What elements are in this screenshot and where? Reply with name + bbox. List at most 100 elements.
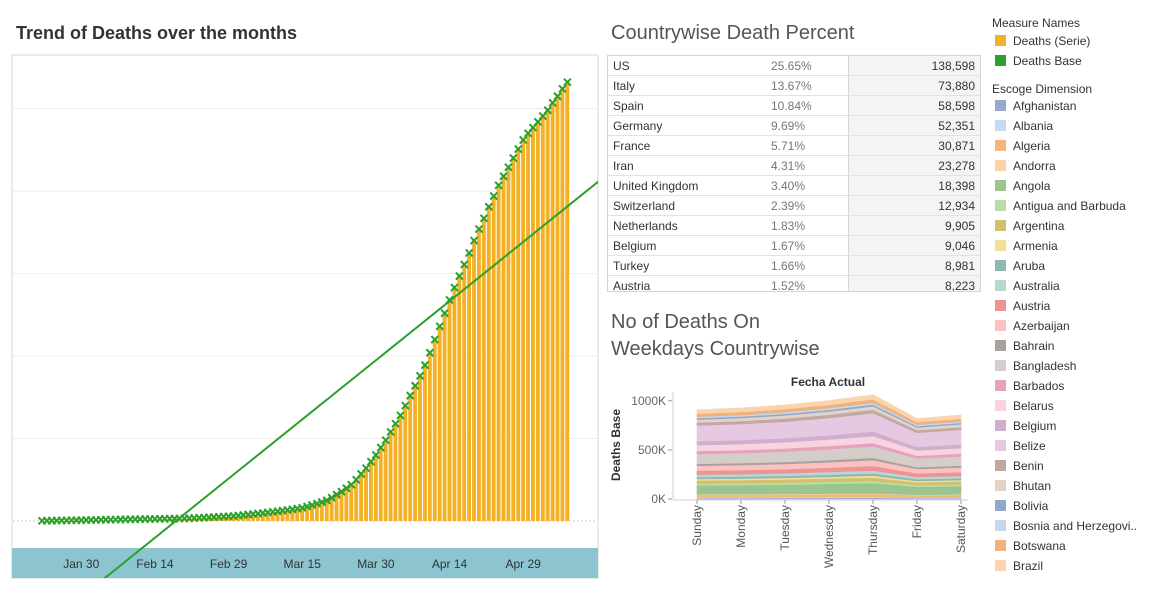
area-layer <box>696 394 962 423</box>
legend-label: Angola <box>1013 179 1051 193</box>
legend-label: Armenia <box>1013 239 1058 253</box>
table-cell: 9.69% <box>766 115 849 136</box>
bar <box>388 431 393 521</box>
legend-swatch <box>995 120 1006 131</box>
legend-swatch <box>995 360 1006 371</box>
bar <box>275 511 280 521</box>
bar <box>442 313 447 521</box>
legend-swatch <box>995 380 1006 391</box>
table-cell: 25.65% <box>766 56 849 76</box>
bar <box>373 455 378 521</box>
legend-swatch <box>995 460 1006 471</box>
table-cell: 138,598 <box>848 56 980 76</box>
table-cell: Turkey <box>608 255 766 276</box>
bar <box>280 510 285 521</box>
cross-marker <box>361 464 371 473</box>
bar <box>310 505 314 521</box>
bar <box>491 196 496 521</box>
cross-marker <box>410 381 420 390</box>
table-cell: 23,278 <box>848 155 980 176</box>
cross-marker <box>460 260 469 269</box>
legend-swatch <box>995 100 1006 111</box>
data-table: US 25.65% 138,598 Italy 13.67% 73,880 Spain 10.… <box>607 55 981 292</box>
bar <box>344 488 349 521</box>
bar <box>324 500 329 521</box>
legend-label: Bhutan <box>1013 479 1051 493</box>
bar <box>216 516 221 521</box>
table-cell: Iran <box>608 155 766 176</box>
x-tick-label: Jan 30 <box>63 557 99 571</box>
legend-label: Aruba <box>1013 259 1045 273</box>
table-cell: 4.31% <box>766 155 849 176</box>
legend-label: Belarus <box>1013 399 1054 413</box>
table-cell: United Kingdom <box>608 175 766 196</box>
legend-label: Barbados <box>1013 379 1064 393</box>
bar <box>496 185 501 521</box>
bar <box>457 276 462 521</box>
cross-marker <box>440 308 449 318</box>
bar <box>535 121 540 522</box>
bar <box>221 516 226 521</box>
table-cell: 3.40% <box>766 175 849 196</box>
cross-marker <box>469 236 479 245</box>
x-tick-label: Saturday <box>954 505 968 553</box>
x-tick-label: Feb 29 <box>210 557 248 571</box>
cross-marker <box>332 490 341 499</box>
bar <box>364 468 368 521</box>
x-tick-label: Sunday <box>690 505 704 546</box>
table-cell: 1.52% <box>766 275 849 291</box>
bar <box>368 461 373 521</box>
trend-line <box>103 180 598 578</box>
cross-marker <box>489 191 498 201</box>
x-tick-label: Mar 30 <box>357 557 395 571</box>
cross-marker <box>543 106 552 115</box>
table-cell: Spain <box>608 95 766 116</box>
legend-label: Deaths (Serie) <box>1013 34 1090 48</box>
legend-swatch <box>995 540 1006 551</box>
cross-marker <box>494 181 503 190</box>
table-cell: Austria <box>608 275 766 291</box>
x-tick-label: Monday <box>734 505 748 548</box>
table-cell: 8,981 <box>848 255 980 276</box>
area-subtitle: Fecha Actual <box>791 375 865 389</box>
bar <box>339 491 344 521</box>
area-title: No of Deaths On Weekdays Countrywise <box>611 311 820 360</box>
bar <box>202 517 206 521</box>
x-tick-label: Apr 29 <box>506 557 542 571</box>
table-row: France 5.71% 30,871 <box>608 135 980 156</box>
y-axis-title: Deaths Base <box>609 409 623 481</box>
cross-marker <box>381 435 390 445</box>
legend-swatch <box>995 300 1006 311</box>
cross-marker <box>479 214 489 223</box>
legend-swatch <box>995 340 1006 351</box>
bar <box>481 218 486 521</box>
cross-marker <box>558 84 567 94</box>
table-cell: Italy <box>608 75 766 96</box>
bar <box>206 517 211 521</box>
table-row: Austria 1.52% 8,223 <box>608 275 980 291</box>
bar <box>226 516 231 521</box>
cross-marker <box>514 144 523 154</box>
bar <box>550 102 555 522</box>
table-cell: 12,934 <box>848 195 980 216</box>
bar <box>251 514 256 521</box>
bar <box>432 339 437 521</box>
bar <box>511 158 516 521</box>
cross-marker <box>553 92 562 101</box>
bar <box>472 240 476 521</box>
bar <box>197 517 202 521</box>
table-row: Italy 13.67% 73,880 <box>608 75 980 96</box>
table-row: Switzerland 2.39% 12,934 <box>608 195 980 216</box>
table-cell: 18,398 <box>848 175 980 196</box>
bar <box>398 415 403 521</box>
table-cell: France <box>608 135 766 156</box>
cross-marker <box>425 348 435 357</box>
y-tick-label: 1000K <box>631 394 666 408</box>
cross-marker <box>509 153 518 163</box>
legend-title: Measure Names <box>992 16 1080 30</box>
cross-marker <box>474 224 484 234</box>
table-row: Germany 9.69% 52,351 <box>608 115 980 136</box>
table-cell: 58,598 <box>848 95 980 116</box>
legend-swatch <box>995 180 1006 191</box>
x-tick-label: Wednesday <box>822 505 836 568</box>
